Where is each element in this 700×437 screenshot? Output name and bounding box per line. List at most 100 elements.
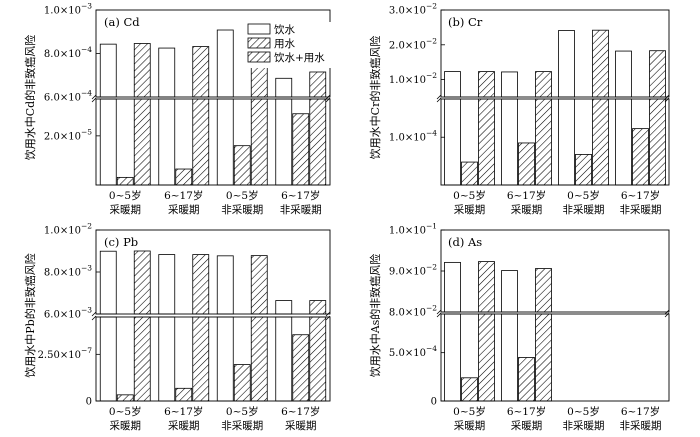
bar-upper [99, 43, 117, 98]
bar-upper [158, 47, 176, 98]
axis-break-mark [664, 94, 670, 103]
x-tick-label: 非采暖期 [563, 419, 605, 432]
bar-lower [192, 98, 210, 186]
bar-lower [250, 316, 268, 402]
bar-lower [275, 316, 293, 402]
axis-break-mark [436, 309, 442, 318]
plot-frame-lower [440, 313, 670, 402]
panel-label: (c) Pb [104, 235, 138, 249]
bar-lower [649, 98, 666, 186]
x-tick-label: 0~5岁 [567, 189, 600, 202]
x-tick-label: 非采暖期 [563, 203, 605, 216]
x-tick-label: 0~5岁 [453, 189, 486, 202]
y-tick-label: 6.0×10−3 [44, 306, 92, 321]
y-axis-title: 饮用水中Pb的非致癌风险 [23, 253, 37, 377]
bar-upper [649, 50, 666, 98]
legend-label: 用水 [274, 38, 295, 50]
panel-4: 0~5岁采暖期6~17岁采暖期0~5岁非采暖期6~17岁非采暖期8.0×10−2… [368, 222, 670, 432]
x-tick-label: 0~5岁 [109, 189, 142, 202]
y-axis-title: 饮用水中Cr的非致癌风险 [368, 36, 382, 160]
bar-upper [309, 71, 327, 98]
panel-2: 0~5岁采暖期6~17岁采暖期0~5岁非采暖期6~17岁非采暖期1.0×10−2… [368, 2, 670, 216]
x-tick-label: 采暖期 [511, 419, 543, 432]
y-tick-label: 0 [431, 397, 437, 408]
x-tick-label: 采暖期 [511, 203, 543, 216]
plot-frame-lower [95, 316, 331, 402]
y-tick-mantissa: 6.0×10 [44, 310, 81, 321]
bar-lower [444, 313, 461, 402]
bar-upper [250, 255, 268, 315]
bar-lower [478, 313, 495, 402]
x-tick-label: 采暖期 [168, 419, 200, 432]
bar-lower [216, 98, 234, 186]
x-tick-label: 6~17岁 [621, 189, 660, 202]
bar-upper [133, 43, 151, 98]
bar-upper [216, 255, 234, 315]
bar-upper [558, 30, 575, 98]
y-tick-mantissa: 6.0×10 [44, 93, 81, 104]
legend-swatch [247, 23, 271, 35]
y-tick-exponent: −7 [81, 346, 92, 355]
y-tick-label: 0 [86, 397, 92, 408]
bar-upper [535, 71, 552, 98]
panel-3: 0~5岁采暖期6~17岁采暖期0~5岁非采暖期6~17岁采暖期6.0×10−38… [23, 222, 331, 432]
bar-upper [535, 268, 552, 313]
x-tick-label: 采暖期 [110, 419, 142, 432]
panel-label: (d) As [448, 235, 482, 249]
y-tick-exponent: −4 [81, 89, 92, 98]
x-tick-label: 采暖期 [168, 203, 200, 216]
y-tick-mantissa: 8.0×10 [389, 308, 426, 319]
y-axis-title: 饮用水中Cd的非致癌风险 [23, 35, 37, 160]
y-tick-mantissa: 9.0×10 [389, 267, 426, 278]
x-tick-label: 采暖期 [285, 419, 317, 432]
y-tick-mantissa: 8.0×10 [44, 268, 81, 279]
y-tick-mantissa: 1.0×10 [389, 75, 426, 86]
y-tick-mantissa: 1.0×10 [44, 6, 81, 17]
x-tick-label: 0~5岁 [453, 405, 486, 418]
x-tick-label: 0~5岁 [109, 405, 142, 418]
y-tick-label: 9.0×10−2 [389, 263, 437, 278]
bar-lower [133, 316, 151, 402]
bar-lower [535, 313, 552, 402]
y-tick-mantissa: 1.0×10 [389, 133, 426, 144]
legend-swatch [247, 37, 271, 49]
x-tick-label: 6~17岁 [281, 405, 320, 418]
y-tick-label: 2.0×10−5 [44, 127, 92, 142]
bar-lower [558, 98, 575, 186]
bar-upper [192, 46, 210, 98]
bar-lower [158, 98, 176, 186]
bar-lower [615, 98, 632, 186]
bar [518, 357, 535, 402]
axis-break-mark [436, 94, 442, 103]
y-tick-exponent: −2 [426, 2, 437, 11]
bar-lower [192, 316, 210, 402]
bar [292, 113, 310, 186]
axis-break-mark [325, 311, 331, 321]
bar-lower [535, 98, 552, 186]
y-tick-mantissa: 2.0×10 [44, 131, 81, 142]
y-tick-exponent: −2 [426, 36, 437, 45]
bar-lower [275, 98, 293, 186]
bar-lower [592, 98, 609, 186]
bar-lower [501, 98, 518, 186]
bar-upper [158, 254, 176, 315]
x-tick-label: 非采暖期 [620, 419, 662, 432]
legend-label: 饮水 [274, 23, 295, 36]
bar-upper [501, 270, 518, 313]
y-tick-exponent: −4 [426, 129, 437, 138]
x-tick-label: 非采暖期 [280, 203, 322, 216]
y-tick-mantissa: 1.0×10 [389, 226, 426, 237]
y-tick-mantissa: 2.0×10 [389, 40, 426, 51]
x-tick-label: 非采暖期 [221, 419, 263, 432]
bar-lower [250, 98, 268, 186]
bar [461, 161, 478, 186]
x-tick-label: 6~17岁 [507, 189, 546, 202]
y-tick-label: 2.0×10−2 [389, 36, 437, 51]
y-tick-label: 8.0×10−4 [44, 45, 92, 60]
bar [292, 334, 310, 402]
y-tick-exponent: −2 [426, 304, 437, 313]
y-tick-mantissa: 0 [431, 397, 437, 408]
y-tick-exponent: −4 [426, 344, 437, 353]
bar-upper [192, 254, 210, 315]
